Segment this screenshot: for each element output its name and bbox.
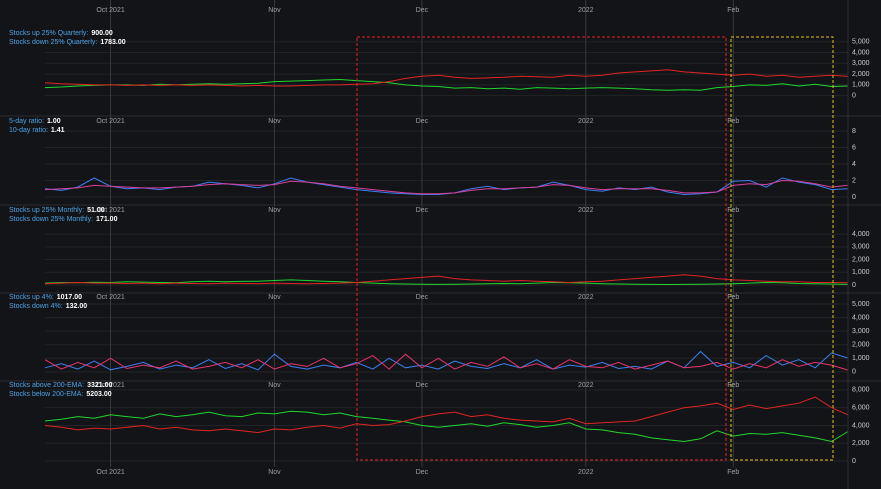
y-tick-label: 0 bbox=[852, 369, 856, 376]
y-tick-label: 2,000 bbox=[852, 342, 870, 349]
y-tick-label: 1,000 bbox=[852, 82, 870, 89]
series-line bbox=[44, 179, 849, 195]
y-tick-label: 6 bbox=[852, 144, 856, 151]
y-tick-label: 4,000 bbox=[852, 422, 870, 429]
y-tick-label: 5,000 bbox=[852, 39, 870, 46]
y-tick-label: 2,000 bbox=[852, 71, 870, 78]
x-tick-label: Nov bbox=[268, 294, 281, 301]
y-tick-label: 8,000 bbox=[852, 387, 870, 394]
legend-value: 51.00 bbox=[87, 207, 105, 214]
legend-value: 132.00 bbox=[66, 303, 88, 310]
y-tick-label: 4,000 bbox=[852, 49, 870, 56]
legend-name: Stocks up 25% Monthly: bbox=[9, 207, 84, 214]
y-tick-label: 3,000 bbox=[852, 60, 870, 67]
y-tick-label: 4 bbox=[852, 161, 856, 168]
y-tick-label: 1,000 bbox=[852, 355, 870, 362]
y-tick-label: 4,000 bbox=[852, 231, 870, 238]
x-tick-label: 2022 bbox=[578, 7, 594, 14]
y-tick-label: 8 bbox=[852, 128, 856, 135]
legend-value: 900.00 bbox=[91, 30, 113, 37]
series-line bbox=[44, 410, 849, 443]
legend-value: 1017.00 bbox=[57, 294, 82, 301]
legend-name: Stocks below 200-EMA: bbox=[9, 391, 83, 398]
highlight-box-yellow bbox=[730, 36, 834, 461]
legend-value: 1783.00 bbox=[100, 39, 125, 46]
x-tick-label: 2022 bbox=[578, 469, 594, 476]
x-tick-label: Dec bbox=[416, 207, 429, 214]
legend-value: 3321.00 bbox=[87, 382, 112, 389]
series-line bbox=[44, 353, 849, 371]
x-tick-label: Feb bbox=[727, 382, 739, 389]
legend-name: Stocks up 4%: bbox=[9, 294, 54, 301]
series-line bbox=[44, 69, 849, 87]
x-tick-label: Dec bbox=[416, 294, 429, 301]
x-tick-label: Oct 2021 bbox=[96, 118, 125, 125]
lines-layer bbox=[44, 69, 849, 443]
series-line bbox=[44, 396, 849, 434]
y-tick-label: 6,000 bbox=[852, 405, 870, 412]
grid-layer bbox=[45, 0, 848, 467]
text-layer: 0 1,000 2,000 3,000 4,000 5,000 Oct 2021 Nov Dec… bbox=[9, 7, 870, 476]
x-tick-label: Nov bbox=[268, 469, 281, 476]
x-tick-label: Dec bbox=[416, 469, 429, 476]
legend-name: Stocks down 4%: bbox=[9, 303, 63, 310]
legend-name: 5-day ratio: bbox=[9, 118, 44, 125]
legend-value: 1.00 bbox=[47, 118, 61, 125]
y-tick-label: 1,000 bbox=[852, 269, 870, 276]
x-tick-label: 2022 bbox=[578, 118, 594, 125]
x-tick-label: 2022 bbox=[578, 207, 594, 214]
legend-name: 10-day ratio: bbox=[9, 127, 48, 134]
y-tick-label: 0 bbox=[852, 93, 856, 100]
x-tick-label: Feb bbox=[727, 469, 739, 476]
y-tick-label: 0 bbox=[852, 282, 856, 289]
y-tick-label: 2,000 bbox=[852, 256, 870, 263]
highlight-box-red bbox=[356, 36, 727, 461]
x-tick-label: Oct 2021 bbox=[96, 382, 125, 389]
legend-name: Stocks above 200-EMA: bbox=[9, 382, 84, 389]
y-tick-label: 0 bbox=[852, 194, 856, 201]
y-tick-label: 2,000 bbox=[852, 440, 870, 447]
y-tick-label: 3,000 bbox=[852, 244, 870, 251]
x-tick-label: 2022 bbox=[578, 382, 594, 389]
legend-name: Stocks down 25% Quarterly: bbox=[9, 39, 97, 46]
x-tick-label: Nov bbox=[268, 118, 281, 125]
legend-name: Stocks down 25% Monthly: bbox=[9, 216, 93, 223]
series-line bbox=[44, 274, 849, 285]
y-tick-label: 4,000 bbox=[852, 314, 870, 321]
x-tick-label: Nov bbox=[268, 382, 281, 389]
x-tick-label: Nov bbox=[268, 7, 281, 14]
x-tick-label: Oct 2021 bbox=[96, 207, 125, 214]
x-tick-label: Feb bbox=[727, 118, 739, 125]
y-tick-label: 3,000 bbox=[852, 328, 870, 335]
x-tick-label: Oct 2021 bbox=[96, 7, 125, 14]
x-tick-label: Oct 2021 bbox=[96, 294, 125, 301]
legend-value: 5203.00 bbox=[86, 391, 111, 398]
x-tick-label: Feb bbox=[727, 7, 739, 14]
x-tick-label: 2022 bbox=[578, 294, 594, 301]
x-tick-label: Dec bbox=[416, 7, 429, 14]
y-tick-label: 5,000 bbox=[852, 301, 870, 308]
legend-name: Stocks up 25% Quarterly: bbox=[9, 30, 88, 37]
x-tick-label: Nov bbox=[268, 207, 281, 214]
legend-value: 171.00 bbox=[96, 216, 118, 223]
x-tick-label: Feb bbox=[727, 294, 739, 301]
legend-value: 1.41 bbox=[51, 127, 65, 134]
series-line bbox=[44, 279, 849, 286]
y-tick-label: 0 bbox=[852, 458, 856, 465]
y-tick-label: 2 bbox=[852, 177, 856, 184]
x-tick-label: Dec bbox=[416, 382, 429, 389]
series-line bbox=[44, 350, 849, 371]
x-tick-label: Dec bbox=[416, 118, 429, 125]
x-tick-label: Oct 2021 bbox=[96, 469, 125, 476]
x-tick-label: Feb bbox=[727, 207, 739, 214]
